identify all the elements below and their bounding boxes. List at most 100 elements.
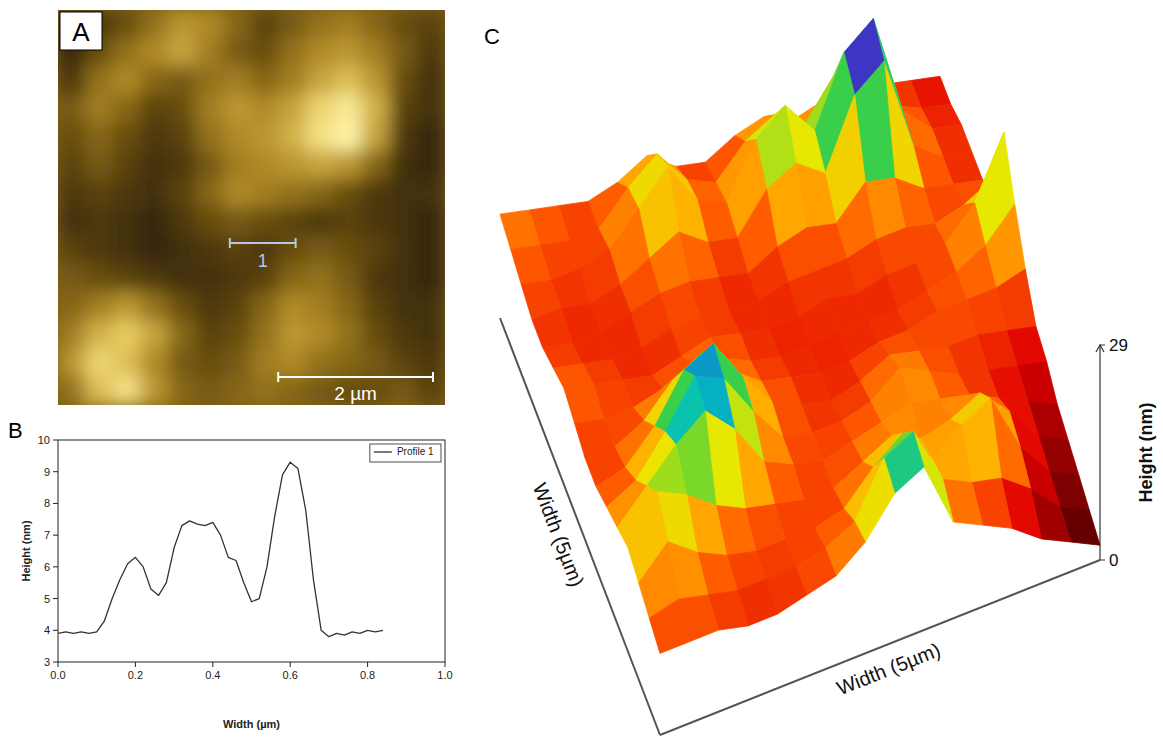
x-axis-title: Width (µm)	[223, 718, 280, 730]
scale-bar-end	[432, 372, 434, 382]
surface-facet	[564, 384, 604, 423]
height-cell	[389, 263, 418, 292]
surface-facet	[855, 458, 895, 542]
height-cell	[58, 320, 86, 349]
height-cell	[389, 207, 418, 236]
height-cell	[168, 292, 197, 321]
height-cell	[279, 10, 308, 39]
height-cell	[168, 66, 197, 95]
height-cell	[279, 94, 308, 123]
x-tick-label: 0.0	[50, 669, 65, 681]
surface-facet	[647, 445, 687, 495]
y-axis-title: Height (nm)	[20, 520, 32, 581]
profile-end	[295, 238, 297, 248]
surface-facet	[649, 599, 689, 653]
height-cell	[251, 320, 280, 349]
height-cell	[168, 376, 197, 405]
height-cell	[417, 151, 445, 180]
height-cell	[58, 207, 86, 236]
height-cell	[306, 38, 335, 67]
height-cell	[85, 94, 114, 123]
scale-bar	[278, 372, 433, 382]
height-cell	[389, 66, 418, 95]
height-cell	[168, 179, 197, 208]
height-cell	[223, 263, 252, 292]
height-cell	[113, 235, 142, 264]
height-cell	[223, 292, 252, 321]
height-cell	[389, 94, 418, 123]
height-cell	[168, 94, 197, 123]
height-cell	[417, 207, 445, 236]
y-tick-label: 10	[38, 434, 50, 446]
height-cell	[389, 320, 418, 349]
height-cell	[113, 94, 142, 123]
height-cell	[85, 235, 114, 264]
height-cell	[251, 151, 280, 180]
height-cell	[223, 235, 252, 264]
height-cell	[362, 263, 391, 292]
height-cell	[417, 292, 445, 321]
height-cell	[251, 348, 280, 377]
height-cell	[362, 122, 391, 151]
height-cell	[140, 207, 169, 236]
height-cell	[85, 122, 114, 151]
height-cell	[279, 179, 308, 208]
panel-letter: C	[484, 24, 500, 49]
panel-letter-box	[60, 12, 102, 50]
height-cell	[306, 292, 335, 321]
y-tick	[53, 440, 58, 441]
x-tick-label: 0.6	[283, 669, 298, 681]
height-cell	[251, 376, 280, 405]
height-cell	[389, 179, 418, 208]
afm-image	[58, 10, 445, 405]
height-cell	[251, 94, 280, 123]
height-cell	[279, 207, 308, 236]
height-cell	[223, 122, 252, 151]
height-cell	[196, 348, 225, 377]
height-cell	[85, 292, 114, 321]
height-cell	[362, 320, 391, 349]
z-tick	[1100, 345, 1105, 346]
height-cell	[389, 348, 418, 377]
axes-3d: 029	[500, 318, 1128, 735]
height-cell	[306, 179, 335, 208]
height-cell	[223, 10, 252, 39]
height-cell	[58, 66, 86, 95]
image-ground	[58, 10, 445, 405]
x-tick	[212, 662, 213, 667]
height-cell	[306, 320, 335, 349]
y-tick	[53, 598, 58, 599]
height-cell	[168, 207, 197, 236]
legend-box	[370, 444, 441, 462]
height-cell	[140, 179, 169, 208]
height-cell	[362, 38, 391, 67]
height-cell	[362, 348, 391, 377]
height-cell	[334, 94, 363, 123]
height-cell	[223, 376, 252, 405]
x-tick-label: 0.2	[128, 669, 143, 681]
surface-facet	[532, 308, 572, 347]
height-cell	[306, 348, 335, 377]
height-cell	[168, 151, 197, 180]
height-cell	[196, 263, 225, 292]
height-cell	[58, 348, 86, 377]
height-cell	[279, 151, 308, 180]
height-cell	[306, 235, 335, 264]
height-cell	[251, 292, 280, 321]
height-cell	[85, 348, 114, 377]
height-cell	[168, 10, 197, 39]
height-cell	[362, 207, 391, 236]
height-cell	[223, 151, 252, 180]
height-cell	[279, 263, 308, 292]
x-tick-label: 0.4	[205, 669, 220, 681]
height-cell	[417, 38, 445, 67]
height-cell	[389, 292, 418, 321]
scale-bar-line	[278, 376, 433, 378]
height-cell	[196, 207, 225, 236]
height-cell	[362, 66, 391, 95]
y-tick-label: 9	[44, 466, 50, 478]
z-tick-label: 0	[1109, 551, 1118, 570]
y-tick-label: 5	[44, 593, 50, 605]
plot-frame	[58, 440, 445, 662]
height-cell	[306, 94, 335, 123]
